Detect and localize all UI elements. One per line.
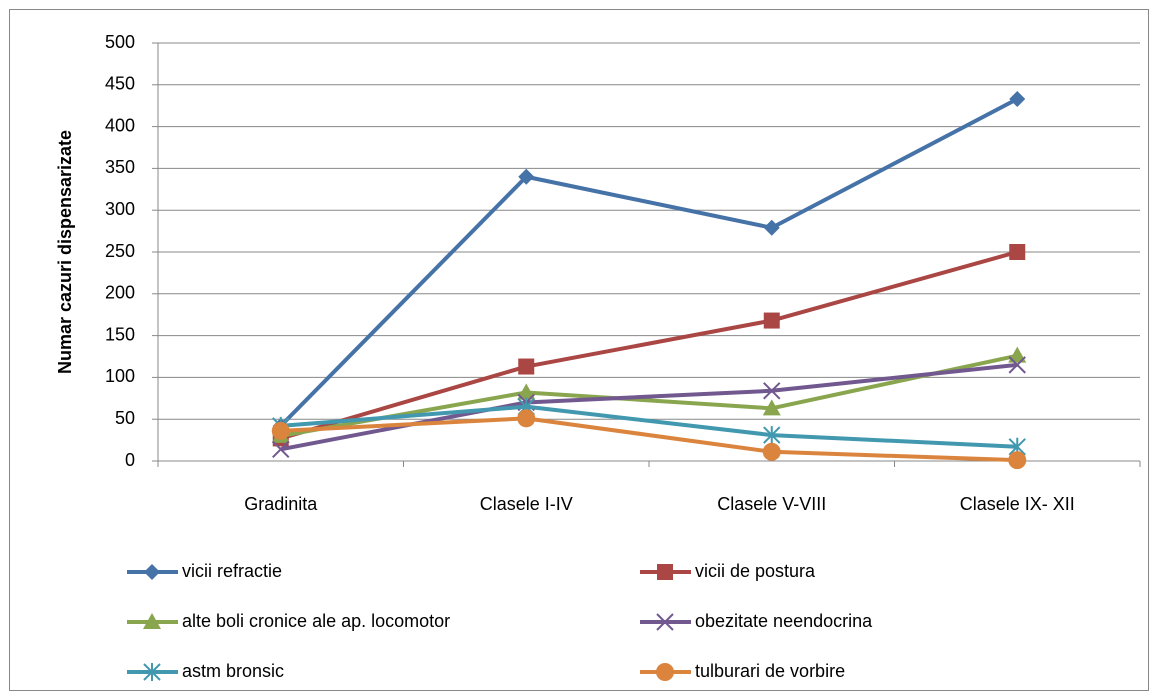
legend-label: alte boli cronice ale ap. locomotor [182,611,450,631]
series-line [280,404,1018,449]
data-point [762,442,781,461]
data-point [763,312,780,329]
legend-label: tulburari de vorbire [695,661,845,681]
legend-label: vicii refractie [182,561,282,581]
y-tick-label: 450 [105,74,135,94]
x-tick-label: Clasele IX- XII [960,494,1075,514]
data-point [763,426,781,445]
y-tick-label: 200 [105,283,135,303]
legend-marker [657,564,673,580]
legend-marker [144,564,160,580]
series-line [279,97,1019,428]
y-axis-label: Numar cazuri dispensarizate [55,130,75,374]
legend-marker [656,663,674,681]
data-point [1009,91,1026,108]
data-point [763,219,780,236]
series-line [280,353,1018,438]
legend-label: vicii de postura [695,561,816,581]
data-point [1008,451,1027,470]
data-point [763,382,781,400]
data-point [518,358,535,375]
series-line [280,250,1018,441]
legend-label: astm bronsic [182,661,284,681]
y-tick-label: 250 [105,241,135,261]
y-tick-label: 0 [125,450,135,470]
y-tick-label: 300 [105,199,135,219]
y-tick-label: 50 [115,408,135,428]
y-tick-label: 150 [105,324,135,344]
chart-border [9,9,1149,691]
series-line [280,416,1018,463]
x-tick-label: Gradinita [244,494,318,514]
data-point [762,399,781,416]
data-point [518,168,535,185]
data-point [517,383,536,400]
y-tick-label: 400 [105,115,135,135]
data-point [1008,346,1027,363]
legend-marker [143,663,161,681]
y-tick-label: 350 [105,157,135,177]
y-tick-label: 500 [105,32,135,52]
data-point [1008,356,1026,374]
data-point [1009,244,1026,260]
legend-marker [656,613,674,631]
legend-marker [143,613,161,629]
data-point [272,440,290,459]
data-point [271,421,290,440]
y-tick-label: 100 [105,366,135,386]
legend-label: obezitate neendocrina [695,611,873,631]
x-tick-label: Clasele V-VIII [717,494,826,514]
data-point [517,409,536,428]
x-tick-label: Clasele I-IV [480,494,573,514]
